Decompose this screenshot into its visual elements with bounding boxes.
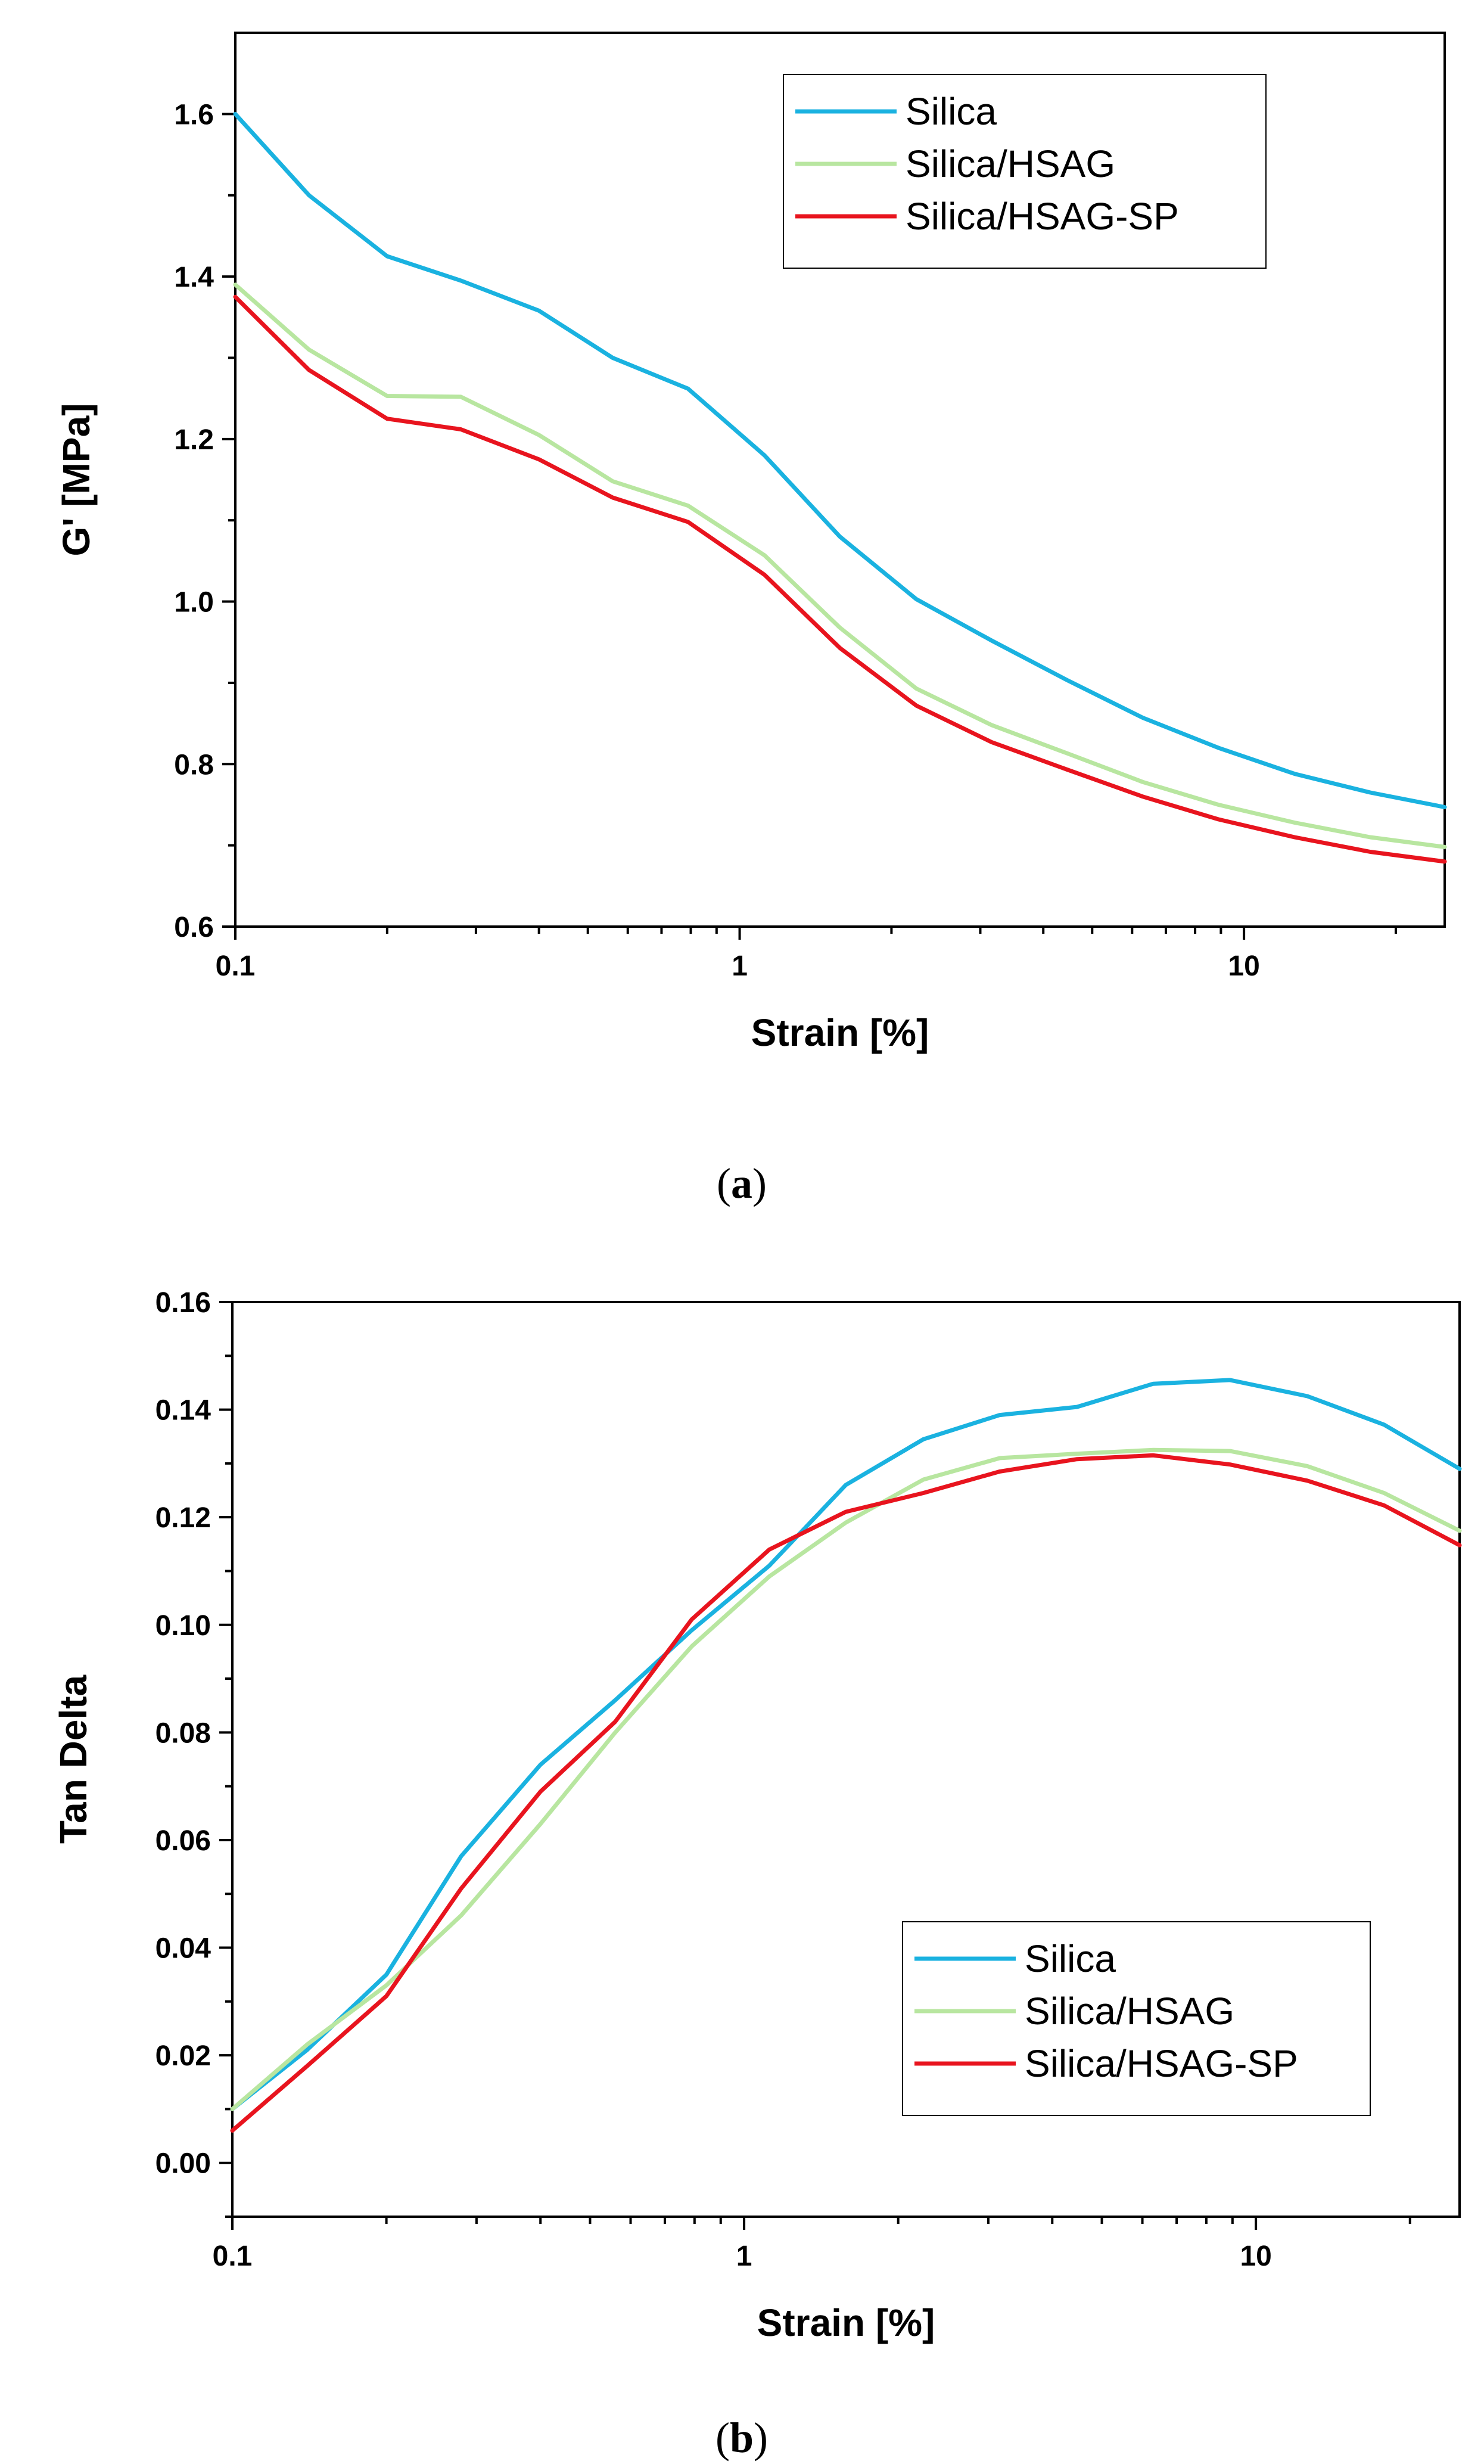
- panel-b-label: (b): [715, 2414, 768, 2462]
- series-line-silica: [230, 1378, 1462, 2111]
- x-tick-label: 0.1: [216, 950, 256, 982]
- legend-label: Silica: [1025, 1937, 1116, 1980]
- y-tick-label: 1.0: [174, 587, 214, 619]
- y-tick-label: 0.16: [155, 1287, 211, 1319]
- x-axis-title: Strain [%]: [751, 1011, 929, 1054]
- legend: Silica Silica/HSAG Silica/HSAG-SP: [902, 1921, 1371, 2116]
- y-tick-label: 0.08: [155, 1717, 211, 1749]
- legend: Silica Silica/HSAG Silica/HSAG-SP: [783, 74, 1267, 269]
- y-axis-title: G' [MPa]: [55, 403, 98, 557]
- x-tick-label: 10: [1240, 2241, 1271, 2272]
- y-tick-label: 1.6: [174, 99, 214, 130]
- legend-box: [783, 74, 1267, 269]
- series-line-silica-hsag-sp: [230, 1453, 1462, 2133]
- y-tick-label: 0.10: [155, 1610, 211, 1642]
- y-tick-label: 0.8: [174, 749, 214, 781]
- y-tick-label: 1.2: [174, 424, 214, 456]
- x-tick-label: 1: [736, 2241, 752, 2272]
- legend-label: Silica: [906, 90, 997, 133]
- legend-label: Silica/HSAG: [906, 142, 1115, 185]
- series-line-silica: [233, 111, 1447, 809]
- panel-b-chart: 0.00 0.02 0.04 0.06 0.08 0.10 0.12 0.14 0.16 0.1 1…: [52, 1287, 1462, 2344]
- y-tick-label: 0.04: [155, 1933, 211, 1965]
- y-tick-label: 0.00: [155, 2148, 211, 2180]
- plot-frame: [231, 1301, 1461, 2218]
- panel-a-label: (a): [717, 1160, 767, 1207]
- y-axis-title: Tan Delta: [52, 1674, 95, 1844]
- x-tick-label: 1: [732, 950, 748, 982]
- y-tick-label: 0.02: [155, 2040, 211, 2072]
- legend-box: [902, 1921, 1371, 2116]
- x-tick-label: 10: [1228, 950, 1259, 982]
- series-line-silica-hsag: [230, 1447, 1462, 2111]
- legend-label: Silica/HSAG-SP: [1025, 2042, 1298, 2085]
- y-tick-label: 0.06: [155, 1825, 211, 1857]
- legend-label: Silica/HSAG: [1025, 1990, 1234, 2033]
- series-line-silica-hsag: [233, 282, 1447, 849]
- x-axis-title: Strain [%]: [757, 2301, 935, 2344]
- legend-label: Silica/HSAG-SP: [906, 195, 1179, 238]
- series-line-silica-hsag-sp: [233, 294, 1447, 864]
- panel-a-chart: 0.6 0.8 1.0 1.2 1.4 1.6 0.1 1 10 Strain [%] G' [MP…: [55, 32, 1447, 1054]
- x-tick-label: 0.1: [213, 2241, 253, 2272]
- y-tick-label: 0.12: [155, 1502, 211, 1534]
- plot-frame: [234, 32, 1446, 928]
- y-tick-label: 1.4: [174, 262, 214, 293]
- y-tick-label: 0.14: [155, 1395, 211, 1427]
- y-tick-label: 0.6: [174, 912, 214, 943]
